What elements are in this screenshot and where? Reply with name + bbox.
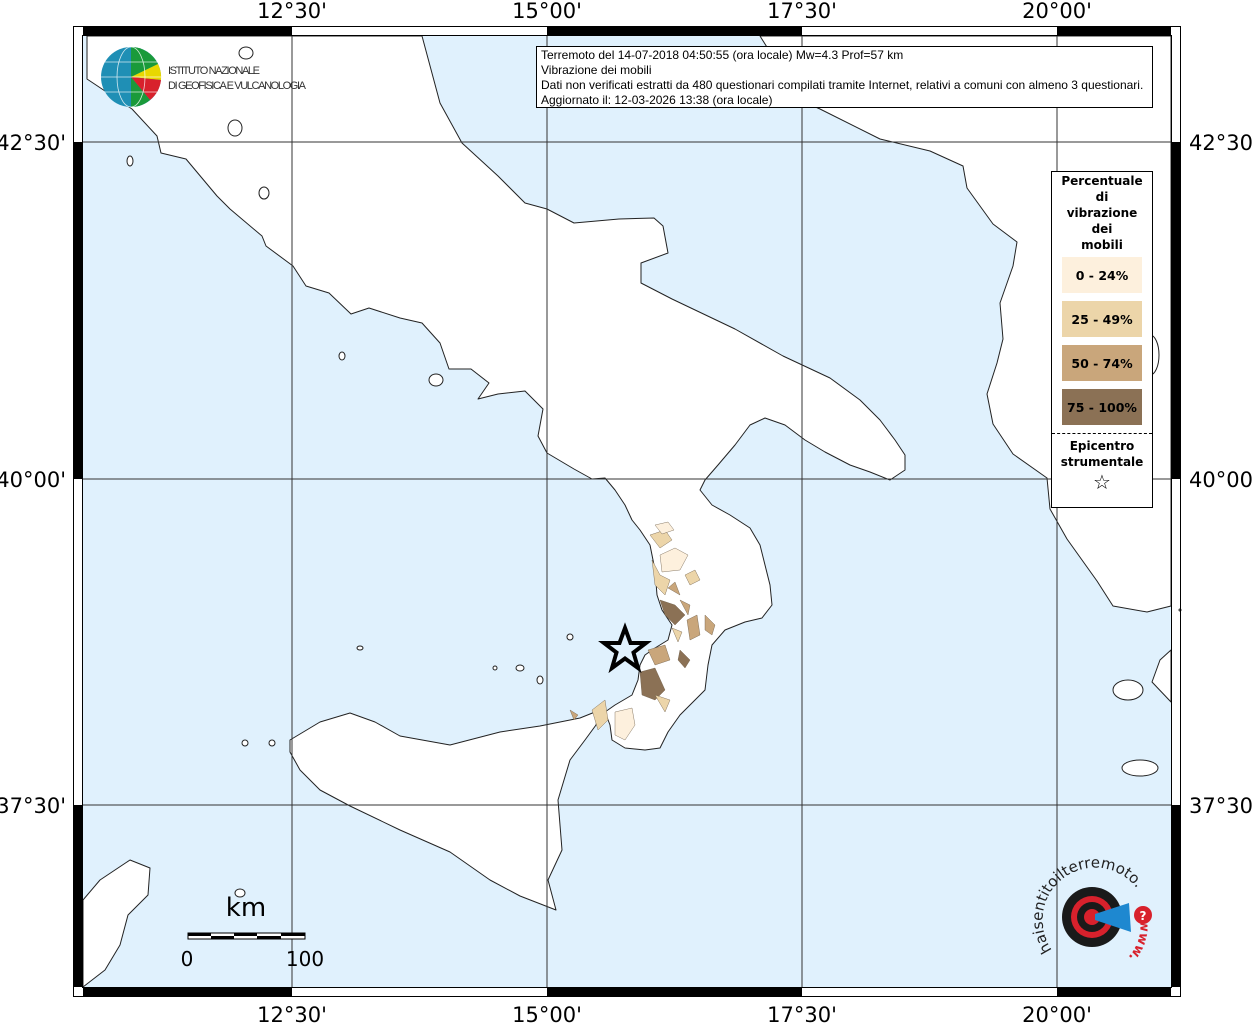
- scale-unit: km: [226, 893, 266, 923]
- legend-title-line: vibrazione: [1066, 206, 1138, 220]
- lat-label: 40°00': [0, 468, 66, 492]
- lon-label: 20°00': [1022, 0, 1092, 23]
- star-icon: ☆: [1093, 470, 1111, 494]
- ingv-name-line1: ISTITUTO NAZIONALE: [168, 65, 260, 77]
- svg-text:?: ?: [1140, 909, 1147, 923]
- lon-label: 17°30': [767, 0, 837, 23]
- legend-title-line: di: [1095, 190, 1109, 204]
- legend-title-line: Percentuale: [1061, 174, 1143, 188]
- legend-epicenter-line: strumentale: [1060, 455, 1144, 469]
- legend-class-0-24: 0 - 24%: [1062, 257, 1142, 293]
- legend-class-25-49: 25 - 49%: [1062, 301, 1142, 337]
- legend-title-line: mobili: [1081, 238, 1123, 252]
- lon-labels-bottom: 12°30' 15°00' 17°30' 20°00': [257, 1003, 1092, 1024]
- lon-label: 17°30': [767, 1003, 837, 1024]
- lon-label: 12°30': [257, 0, 327, 23]
- epicenter-star-icon[interactable]: [598, 622, 652, 674]
- scale-bar: km 0 100: [181, 893, 324, 971]
- scale-end: 100: [286, 947, 324, 971]
- event-info-box: Terremoto del 14-07-2018 04:50:55 (ora l…: [536, 46, 1153, 108]
- legend-class-label: 50 - 74%: [1071, 355, 1133, 371]
- lat-label: 42°30': [0, 131, 66, 155]
- lat-label: 40°00': [1189, 468, 1254, 492]
- lon-labels-top: 12°30' 15°00' 17°30' 20°00': [257, 0, 1092, 23]
- legend-title-line: dei: [1091, 222, 1113, 236]
- lat-label: 42°30': [1189, 131, 1254, 155]
- map-subject: Vibrazione dei mobili: [541, 63, 652, 77]
- ingv-logo: ISTITUTO NAZIONALE DI GEOFISICA E VULCAN…: [101, 46, 307, 108]
- lat-label: 37°30': [0, 794, 66, 818]
- update-time: Aggiornato il: 12-03-2026 13:38 (ora loc…: [541, 93, 773, 107]
- legend-title: Percentuale di vibrazione dei mobili: [1052, 173, 1152, 253]
- legend-class-50-74: 50 - 74%: [1062, 345, 1142, 381]
- legend-epicenter-line: Epicentro: [1069, 439, 1135, 453]
- lat-labels-left: 42°30' 40°00' 37°30': [0, 131, 66, 818]
- legend-divider: [1052, 433, 1152, 434]
- ingv-name-line2: DI GEOFISICA E VULCANOLOGIA: [168, 80, 307, 92]
- scale-start: 0: [181, 947, 194, 971]
- lon-label: 15°00': [512, 1003, 582, 1024]
- map-frame: [73, 26, 1181, 997]
- graticule: [83, 36, 1171, 987]
- event-title: Terremoto del 14-07-2018 04:50:55 (ora l…: [541, 48, 904, 62]
- lon-label: 15°00': [512, 0, 582, 23]
- municipalities: [569, 521, 716, 741]
- legend-class-label: 25 - 49%: [1071, 311, 1133, 327]
- legend-class-75-100: 75 - 100%: [1062, 389, 1142, 425]
- lat-labels-right: 42°30' 40°00' 37°30': [1189, 131, 1254, 818]
- land-africa: [82, 859, 151, 988]
- legend: Percentuale di vibrazione dei mobili 0 -…: [1051, 171, 1153, 508]
- legend-class-label: 75 - 100%: [1067, 399, 1137, 415]
- land-sicily: [289, 709, 601, 911]
- lat-label: 37°30': [1189, 794, 1254, 818]
- data-note: Dati non verificati estratti da 480 ques…: [541, 78, 1144, 92]
- legend-class-label: 0 - 24%: [1075, 267, 1129, 283]
- lon-label: 12°30': [257, 1003, 327, 1024]
- lon-label: 20°00': [1022, 1003, 1092, 1024]
- legend-epicenter: Epicentro strumentale ☆: [1052, 438, 1152, 494]
